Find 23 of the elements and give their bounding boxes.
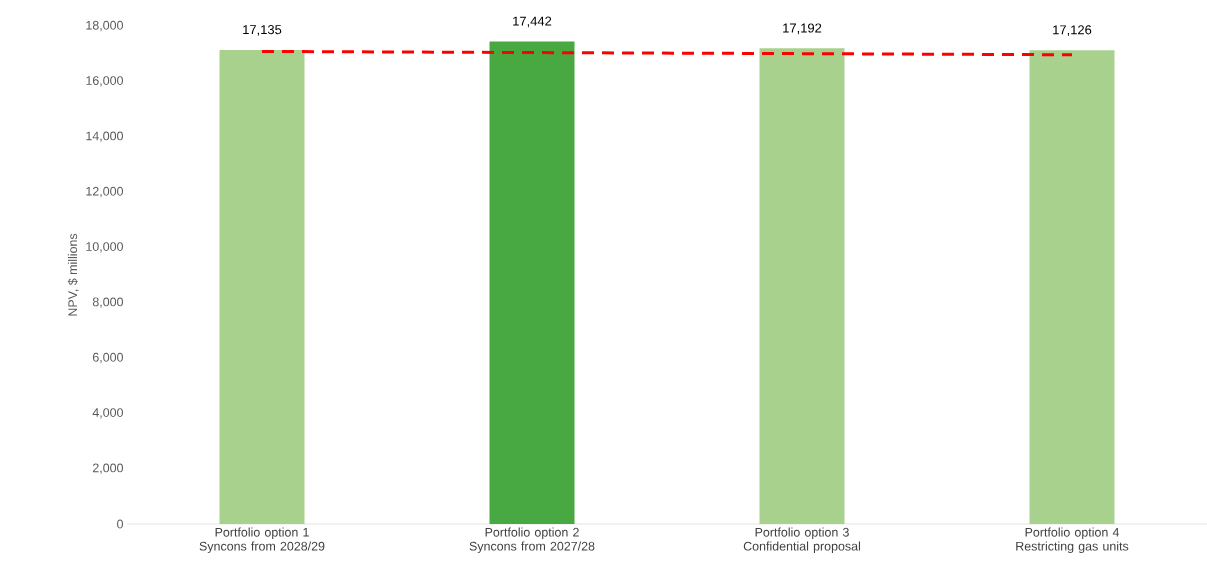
bar [489,41,575,524]
bar [759,48,845,524]
y-tick-label: 10,000 [86,242,123,253]
data-label: 17,126 [1053,25,1092,36]
y-tick-label: 8,000 [92,297,123,308]
y-tick-label: 2,000 [92,463,123,474]
bar [1029,50,1115,524]
y-tick-label: 16,000 [86,76,123,87]
y-axis-title: NPV, $ millions [67,233,79,316]
y-tick-label: 6,000 [92,352,123,364]
data-label: 17,442 [513,16,552,28]
y-tick-label: 14,000 [86,131,123,142]
y-tick-label: 0 [117,519,123,529]
x-tick-label: Portfolio option 3 Confidential proposal [743,527,860,554]
data-label: 17,135 [243,25,282,36]
y-tick-label: 4,000 [92,408,123,419]
x-tick-label: Portfolio option 1 Syncons from 2028/29 [199,527,325,554]
bar [219,49,305,524]
x-tick-label: Portfolio option 4 Restricting gas units [1016,527,1129,554]
x-tick-label: Portfolio option 2 Syncons from 2027/28 [469,527,595,554]
data-label: 17,192 [783,23,822,35]
y-tick-label: 12,000 [86,186,123,198]
y-tick-label: 18,000 [86,20,123,32]
